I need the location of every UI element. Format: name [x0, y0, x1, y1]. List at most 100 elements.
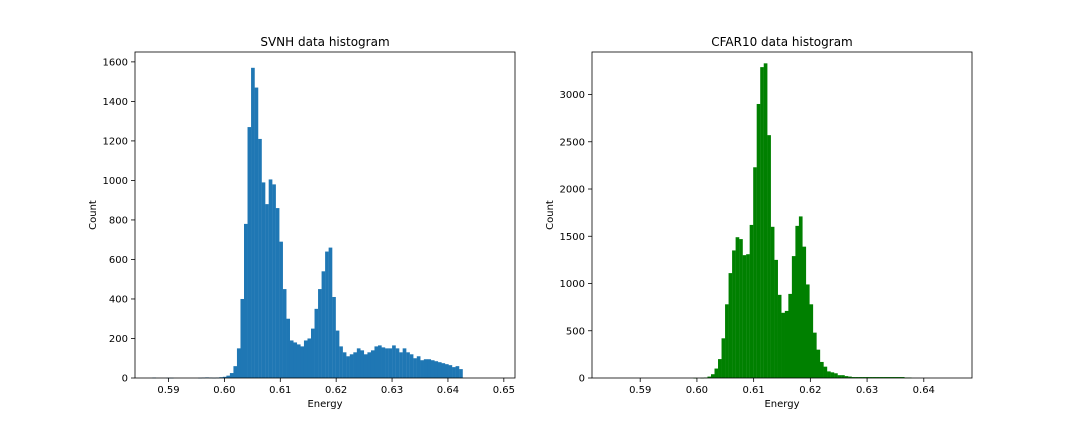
cfar10-bar [781, 312, 785, 378]
svnh-bar [293, 342, 298, 378]
cfar10-bar [802, 246, 807, 378]
cfar10-bar [851, 377, 856, 378]
cfar10-y-tick-label: 1500 [560, 232, 585, 243]
svnh-bar [282, 289, 287, 378]
svnh-bar [318, 289, 322, 378]
cfar10-bar [809, 304, 814, 378]
cfar10-bar [844, 376, 849, 378]
svnh-bar [296, 344, 301, 378]
svnh-y-tick-label: 1200 [103, 136, 128, 147]
svnh-y-tick-label: 200 [109, 334, 128, 345]
cfar10-bar [805, 284, 810, 378]
svnh-bar [455, 366, 460, 378]
cfar10-bar [862, 377, 866, 378]
svnh-bar [363, 354, 368, 378]
svnh-bar [335, 330, 340, 378]
svnh-bar [251, 67, 255, 378]
cfar10-axes-frame [591, 51, 973, 379]
cfar10-bar [774, 259, 778, 378]
cfar10-y-ticks: 0 500 1000 1500 2000 2500 3000 [560, 90, 592, 385]
svnh-bar [261, 182, 266, 378]
svnh-bar [399, 352, 403, 378]
cfar10-bar [872, 377, 877, 378]
svnh-y-tick-label: 400 [109, 294, 128, 305]
cfar10-x-tick-label: 0.59 [629, 385, 651, 396]
svnh-bar [275, 208, 280, 378]
svnh-bar [268, 179, 273, 378]
svnh-bar [416, 356, 421, 378]
svnh-bar [381, 347, 386, 378]
cfar10-x-tick-label: 0.64 [913, 385, 935, 396]
cfar10-bar [760, 67, 764, 379]
cfar10-bar [886, 377, 891, 378]
svnh-y-ticks: 0 200 400 600 800 1000 1200 1400 1600 [103, 57, 135, 385]
cfar10-bar [897, 377, 902, 378]
svnh-y-tick-label: 800 [109, 215, 128, 226]
svnh-x-tick-label: 0.59 [157, 385, 179, 396]
svnh-x-tick-label: 0.61 [269, 385, 291, 396]
svnh-bar [441, 363, 446, 378]
cfar10-bar [732, 250, 736, 378]
svnh-bar [342, 352, 347, 378]
svnh-bar [307, 338, 312, 378]
svnh-y-tick-label: 600 [109, 255, 128, 266]
cfar10-x-tick-label: 0.62 [799, 385, 821, 396]
cfar10-bar [728, 273, 733, 378]
svnh-bar [423, 359, 428, 378]
cfar10-bar [718, 359, 722, 378]
svnh-x-ticks: 0.59 0.60 0.61 0.62 0.63 0.64 0.65 [157, 378, 515, 396]
cfar10-bar [834, 373, 838, 378]
cfar10-bar [858, 377, 863, 378]
svnh-bar [289, 340, 294, 378]
cfar10-bar [900, 377, 905, 378]
svnh-bar [406, 352, 410, 378]
svnh-bar [349, 354, 354, 378]
cfar10-bar [820, 361, 824, 378]
cfar10-bar [742, 255, 747, 378]
cfar10-bar [893, 377, 898, 378]
svnh-y-tick-label: 1600 [103, 57, 128, 68]
svnh-x-tick-label: 0.60 [213, 385, 235, 396]
svnh-bar [222, 376, 227, 378]
cfar10-bar [879, 377, 884, 378]
svnh-bar [388, 348, 393, 378]
cfar10-y-tick-label: 500 [566, 326, 585, 337]
cfar10-histogram-chart: CFAR10 data histogram 0.59 0.60 0.61 0.62 0.… [545, 35, 973, 410]
svnh-x-tick-label: 0.65 [493, 385, 515, 396]
svnh-bar [244, 223, 248, 378]
cfar10-bar [823, 366, 828, 378]
svnh-bar [367, 352, 372, 378]
cfar10-bars [693, 63, 912, 379]
svnh-bar [420, 360, 424, 378]
cfar10-y-tick-label: 0 [579, 374, 585, 385]
cfar10-bar [841, 375, 845, 378]
svnh-y-tick-label: 1400 [103, 97, 128, 108]
cfar10-bar [855, 377, 859, 378]
svnh-bar [265, 204, 269, 378]
svnh-x-tick-label: 0.62 [325, 385, 347, 396]
svnh-x-axis-label: Energy [307, 399, 342, 410]
cfar10-bar [865, 377, 870, 378]
svnh-bar [385, 348, 389, 378]
svnh-bar [448, 365, 453, 378]
svnh-bar [360, 350, 365, 378]
cfar10-bar [725, 304, 729, 378]
svnh-bar [459, 369, 463, 378]
svnh-x-tick-label: 0.64 [437, 385, 459, 396]
cfar10-y-tick-label: 2500 [560, 137, 585, 148]
svnh-bar [332, 296, 336, 378]
cfar10-bar [837, 375, 842, 378]
svnh-histogram-chart: SVNH data histogram 0.59 0.60 0.61 0.62 0.63… [88, 35, 516, 410]
svnh-bars [152, 67, 463, 379]
svnh-bar [427, 359, 432, 378]
cfar10-bar [788, 293, 793, 378]
cfar10-y-axis-label: Count [545, 200, 556, 230]
svnh-bar [226, 375, 231, 378]
svnh-bar [229, 373, 234, 378]
cfar10-bar [753, 167, 757, 378]
svnh-bar [325, 251, 329, 378]
cfar10-bar [763, 63, 768, 379]
svnh-bar [356, 348, 361, 378]
cfar10-x-tick-label: 0.61 [743, 385, 765, 396]
